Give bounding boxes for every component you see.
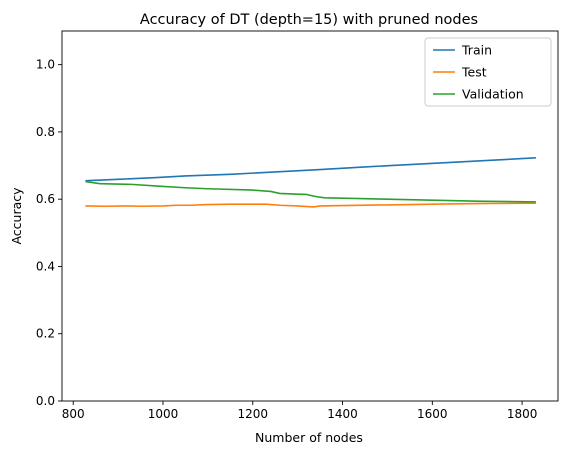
x-axis: 800 1000 1200 1400 1600 1800 [62,401,538,421]
y-axis: 0.0 0.2 0.4 0.6 0.8 1.0 [36,58,62,408]
legend-label-train: Train [461,43,492,58]
plot-frame [61,30,559,402]
legend: Train Test Validation [424,37,552,107]
series-line-validation [85,180,536,203]
y-tick-label: 1.0 [36,58,55,72]
y-tick-label: 0.8 [36,125,55,139]
y-axis-label: Accuracy [9,187,24,245]
x-tick-label: 1000 [148,407,179,421]
y-tick-label: 0.0 [36,394,55,408]
y-tick-label: 0.6 [36,192,55,206]
legend-label-test: Test [461,65,487,80]
y-tick-label: 0.2 [36,327,55,341]
legend-label-validation: Validation [462,87,524,102]
series-line-train [85,156,536,182]
x-tick-label: 800 [62,407,85,421]
plot-lines [85,156,536,208]
chart-title: Accuracy of DT (depth=15) with pruned no… [140,12,478,28]
legend-box [424,37,552,107]
x-axis-label: Number of nodes [255,430,363,445]
x-tick-label: 1400 [327,407,358,421]
x-tick-label: 1600 [417,407,448,421]
y-tick-label: 0.4 [36,259,55,273]
x-tick-label: 1800 [507,407,538,421]
series-line-test [85,202,536,208]
x-tick-label: 1200 [237,407,268,421]
